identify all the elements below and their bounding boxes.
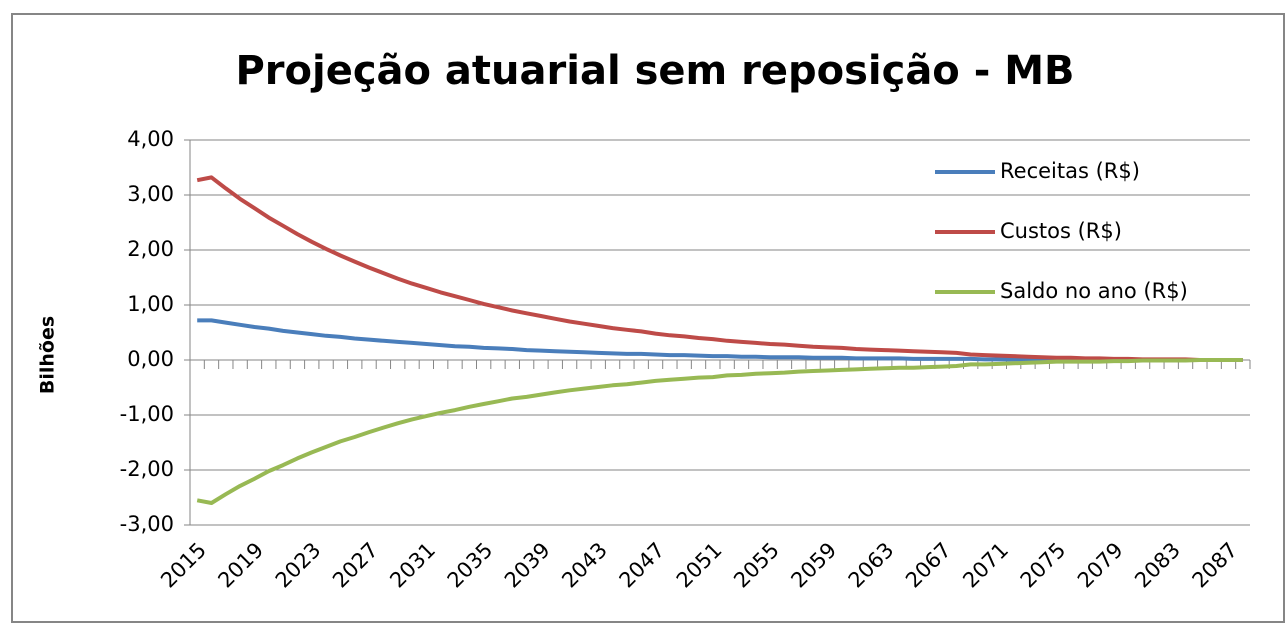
y-tick-label: -2,00 <box>120 457 174 481</box>
y-tick-label: 0,00 <box>127 347 174 371</box>
legend-label: Receitas (R$) <box>1000 159 1140 183</box>
y-tick-label: 3,00 <box>127 182 174 206</box>
y-tick-label: -3,00 <box>120 512 174 536</box>
series-line <box>196 175 1243 362</box>
chart-title: Projeção atuarial sem reposição - MB <box>235 48 1074 94</box>
y-axis-label: Bilhões <box>37 316 59 394</box>
y-tick-label: 4,00 <box>127 127 174 151</box>
series-line <box>196 358 1243 505</box>
chart-frame <box>11 13 1285 623</box>
y-tick-label: 1,00 <box>127 292 174 316</box>
legend-label: Custos (R$) <box>1000 219 1122 243</box>
y-tick-label: 2,00 <box>127 237 174 261</box>
legend-label: Saldo no ano (R$) <box>1000 279 1188 303</box>
y-tick-label: -1,00 <box>120 402 174 426</box>
